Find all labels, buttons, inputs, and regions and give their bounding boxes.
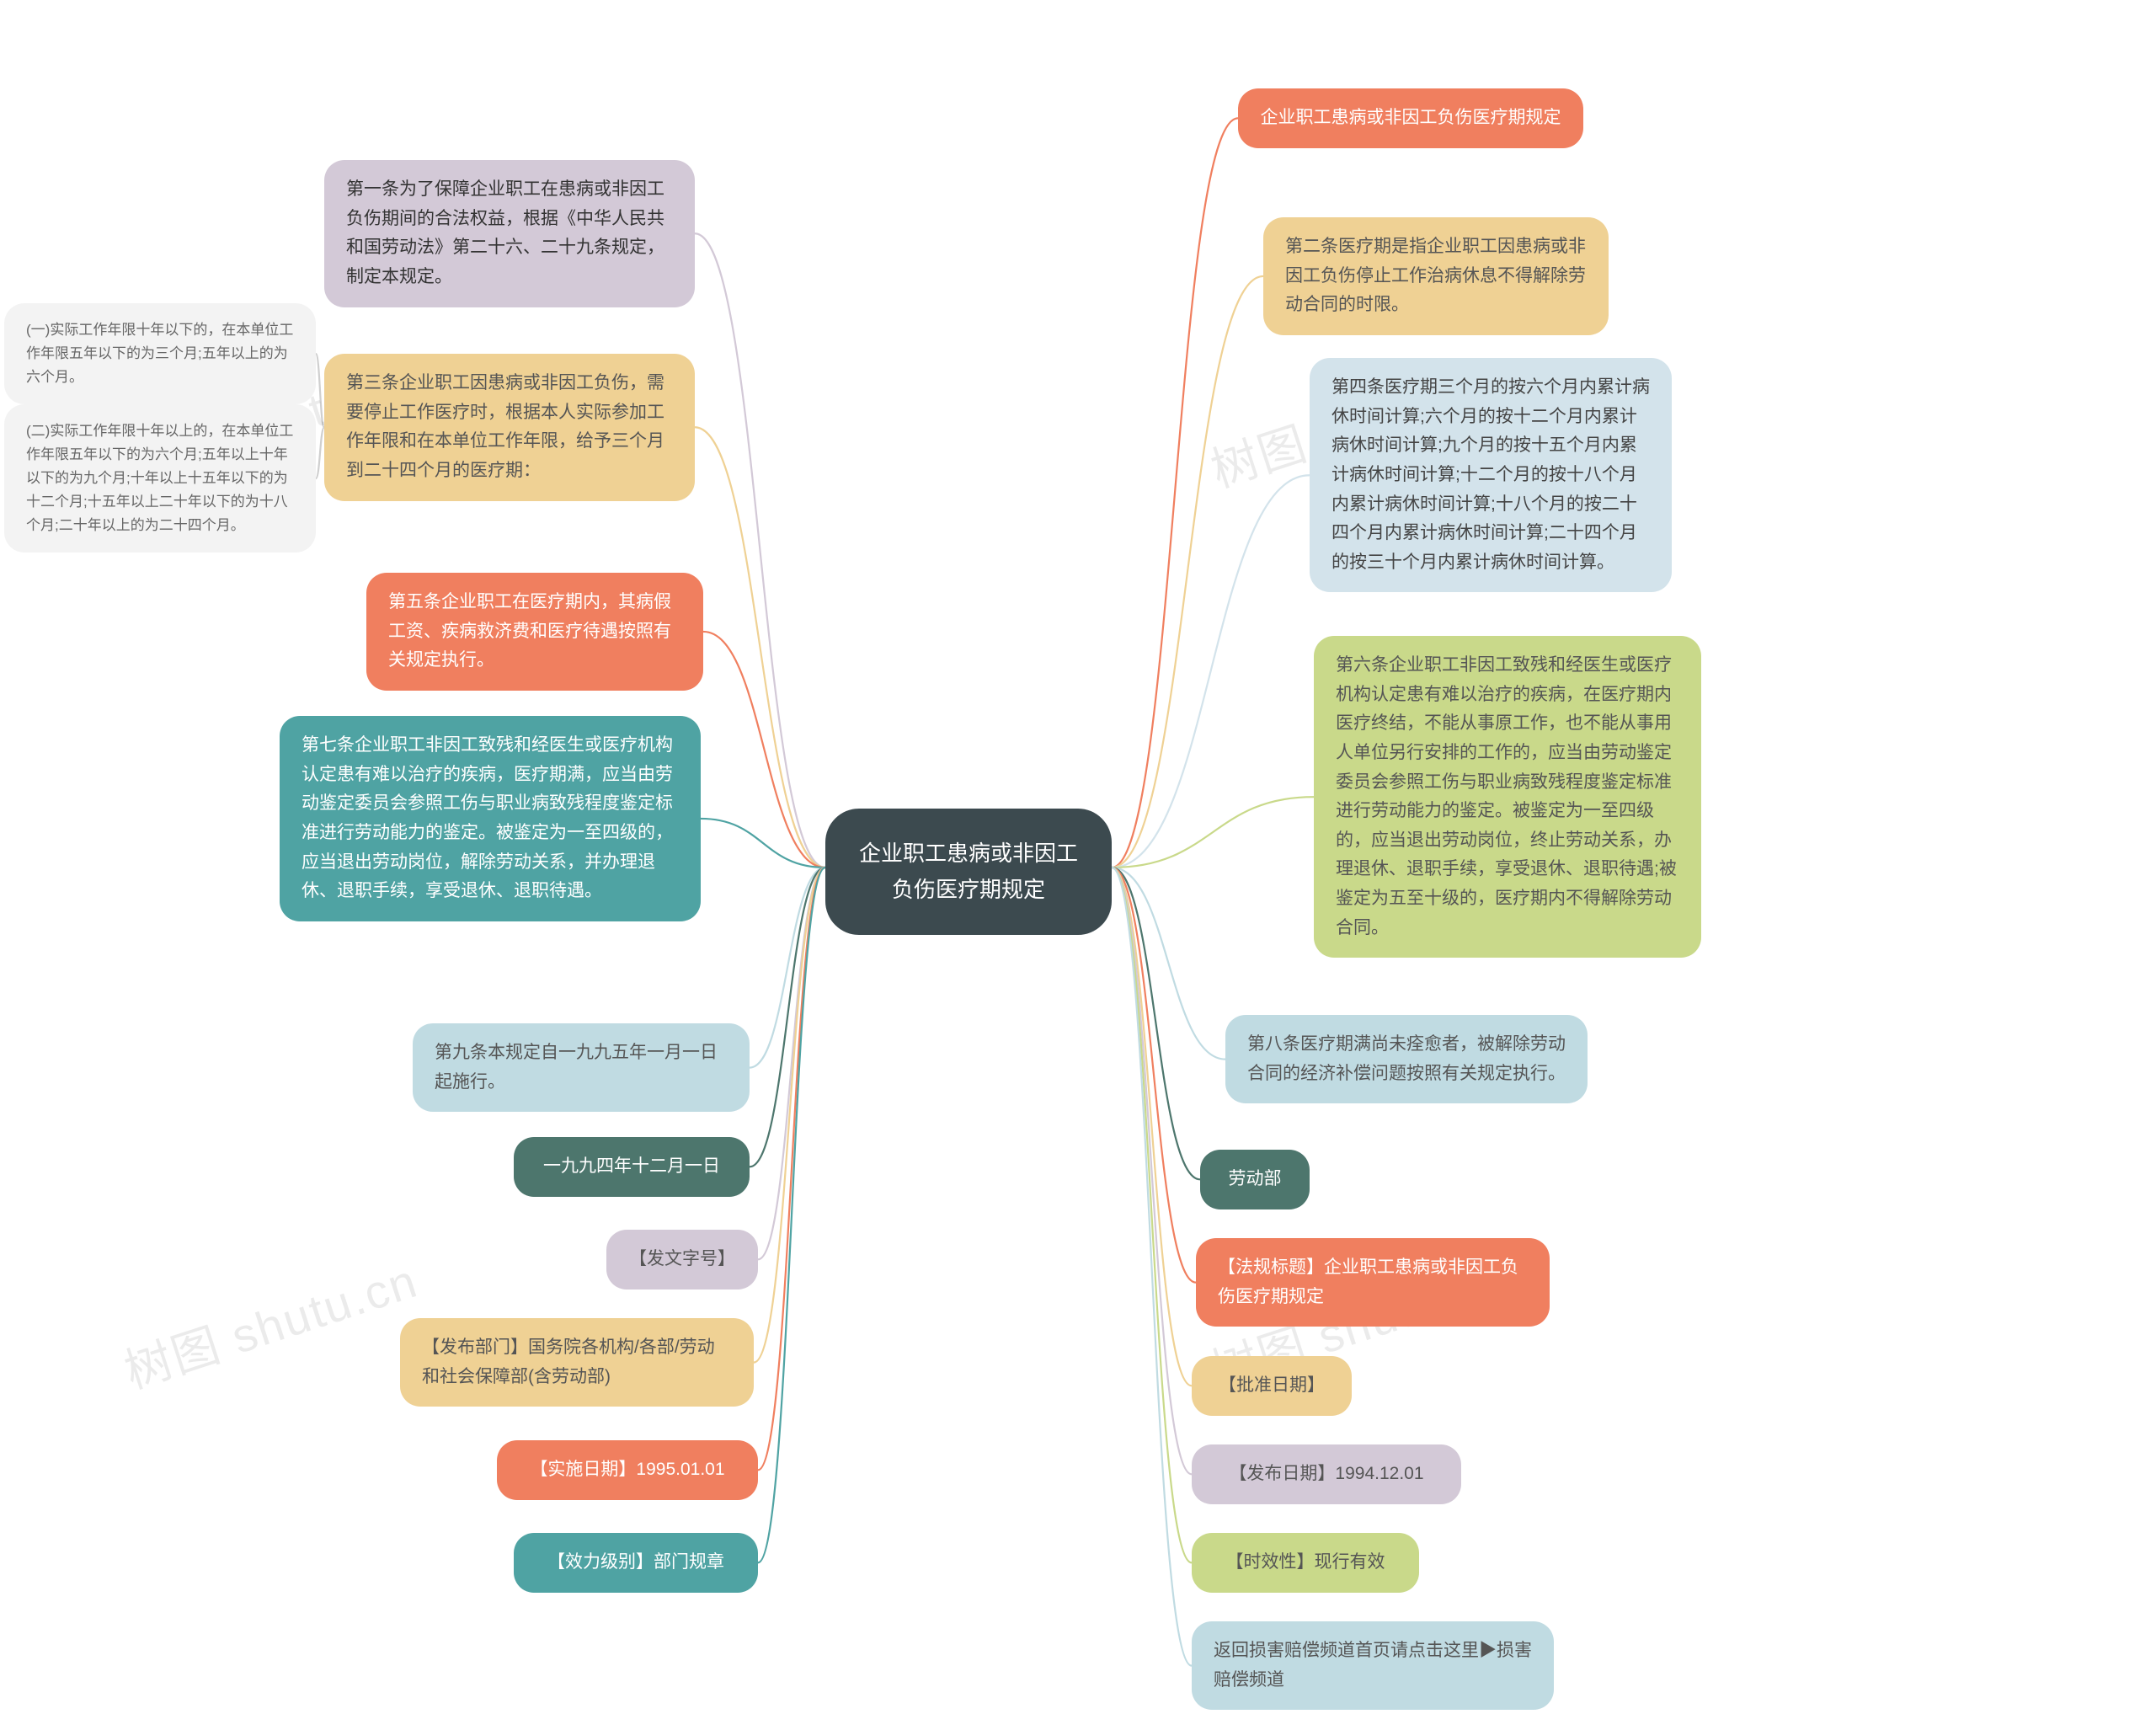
node-label: (二)实际工作年限十年以上的，在本单位工作年限五年以下的为六个月;五年以上十年以… bbox=[26, 419, 294, 537]
node-label: 【实施日期】1995.01.01 bbox=[530, 1455, 724, 1485]
node-label: 【发文字号】 bbox=[629, 1245, 735, 1274]
mindmap-node[interactable]: 返回损害赔偿频道首页请点击这里▶损害赔偿频道 bbox=[1192, 1621, 1554, 1710]
node-label: 劳动部 bbox=[1229, 1165, 1282, 1194]
node-label: 【效力级别】部门规章 bbox=[547, 1548, 724, 1578]
node-label: 第四条医疗期三个月的按六个月内累计病休时间计算;六个月的按十二个月内累计病休时间… bbox=[1331, 373, 1650, 577]
mindmap-node[interactable]: 第四条医疗期三个月的按六个月内累计病休时间计算;六个月的按十二个月内累计病休时间… bbox=[1310, 358, 1672, 592]
node-label: 【发布部门】国务院各机构/各部/劳动和社会保障部(含劳动部) bbox=[422, 1333, 732, 1391]
mindmap-node[interactable]: 第一条为了保障企业职工在患病或非因工负伤期间的合法权益，根据《中华人民共和国劳动… bbox=[324, 160, 695, 307]
mindmap-node[interactable]: 【实施日期】1995.01.01 bbox=[497, 1440, 758, 1500]
mindmap-node[interactable]: 第三条企业职工因患病或非因工负伤，需要停止工作医疗时，根据本人实际参加工作年限和… bbox=[324, 354, 695, 501]
node-label: 一九九四年十二月一日 bbox=[543, 1152, 720, 1182]
mindmap-node[interactable]: 一九九四年十二月一日 bbox=[514, 1137, 750, 1197]
mindmap-node[interactable]: 第九条本规定自一九九五年一月一日起施行。 bbox=[413, 1023, 750, 1112]
node-label: 【法规标题】企业职工患病或非因工负伤医疗期规定 bbox=[1218, 1253, 1528, 1311]
mindmap-node[interactable]: 第八条医疗期满尚未痊愈者，被解除劳动合同的经济补偿问题按照有关规定执行。 bbox=[1225, 1015, 1588, 1103]
node-label: 第一条为了保障企业职工在患病或非因工负伤期间的合法权益，根据《中华人民共和国劳动… bbox=[346, 175, 673, 292]
mindmap-node[interactable]: 【发布日期】1994.12.01 bbox=[1192, 1444, 1461, 1504]
mindmap-node[interactable]: 企业职工患病或非因工负伤医疗期规定 bbox=[1238, 88, 1583, 148]
node-label: 第九条本规定自一九九五年一月一日起施行。 bbox=[435, 1039, 728, 1097]
center-label: 企业职工患病或非因工负伤医疗期规定 bbox=[851, 836, 1086, 908]
watermark: 树图 shutu.cn bbox=[115, 1243, 425, 1402]
node-label: 第七条企业职工非因工致残和经医生或医疗机构认定患有难以治疗的疾病，医疗期满，应当… bbox=[302, 731, 679, 906]
mindmap-node[interactable]: 第七条企业职工非因工致残和经医生或医疗机构认定患有难以治疗的疾病，医疗期满，应当… bbox=[280, 716, 701, 921]
node-label: 【批准日期】 bbox=[1219, 1371, 1325, 1401]
center-node[interactable]: 企业职工患病或非因工负伤医疗期规定 bbox=[825, 809, 1112, 935]
node-label: 返回损害赔偿频道首页请点击这里▶损害赔偿频道 bbox=[1214, 1637, 1532, 1695]
mindmap-node[interactable]: 【发文字号】 bbox=[606, 1230, 758, 1290]
mindmap-node[interactable]: 【发布部门】国务院各机构/各部/劳动和社会保障部(含劳动部) bbox=[400, 1318, 754, 1407]
mindmap-node[interactable]: 【时效性】现行有效 bbox=[1192, 1533, 1419, 1593]
mindmap-node[interactable]: 第六条企业职工非因工致残和经医生或医疗机构认定患有难以治疗的疾病，在医疗期内医疗… bbox=[1314, 636, 1701, 958]
mindmap-node[interactable]: 【法规标题】企业职工患病或非因工负伤医疗期规定 bbox=[1196, 1238, 1550, 1327]
node-label: 第二条医疗期是指企业职工因患病或非因工负伤停止工作治病休息不得解除劳动合同的时限… bbox=[1285, 232, 1587, 320]
mindmap-node[interactable]: 【批准日期】 bbox=[1192, 1356, 1352, 1416]
mindmap-node[interactable]: 第二条医疗期是指企业职工因患病或非因工负伤停止工作治病休息不得解除劳动合同的时限… bbox=[1263, 217, 1609, 335]
node-label: 第三条企业职工因患病或非因工负伤，需要停止工作医疗时，根据本人实际参加工作年限和… bbox=[346, 369, 673, 486]
node-label: 【时效性】现行有效 bbox=[1226, 1548, 1385, 1578]
mindmap-node[interactable]: (一)实际工作年限十年以下的，在本单位工作年限五年以下的为三个月;五年以上的为六… bbox=[4, 303, 316, 404]
mindmap-node[interactable]: 第五条企业职工在医疗期内，其病假工资、疾病救济费和医疗待遇按照有关规定执行。 bbox=[366, 573, 703, 691]
mindmap-node[interactable]: (二)实际工作年限十年以上的，在本单位工作年限五年以下的为六个月;五年以上十年以… bbox=[4, 404, 316, 553]
node-label: 第五条企业职工在医疗期内，其病假工资、疾病救济费和医疗待遇按照有关规定执行。 bbox=[388, 588, 681, 675]
node-label: (一)实际工作年限十年以下的，在本单位工作年限五年以下的为三个月;五年以上的为六… bbox=[26, 318, 294, 389]
node-label: 第六条企业职工非因工致残和经医生或医疗机构认定患有难以治疗的疾病，在医疗期内医疗… bbox=[1336, 651, 1679, 942]
node-label: 第八条医疗期满尚未痊愈者，被解除劳动合同的经济补偿问题按照有关规定执行。 bbox=[1247, 1030, 1566, 1088]
node-label: 企业职工患病或非因工负伤医疗期规定 bbox=[1261, 104, 1561, 133]
mindmap-node[interactable]: 【效力级别】部门规章 bbox=[514, 1533, 758, 1593]
node-label: 【发布日期】1994.12.01 bbox=[1229, 1460, 1423, 1489]
mindmap-node[interactable]: 劳动部 bbox=[1200, 1150, 1310, 1209]
